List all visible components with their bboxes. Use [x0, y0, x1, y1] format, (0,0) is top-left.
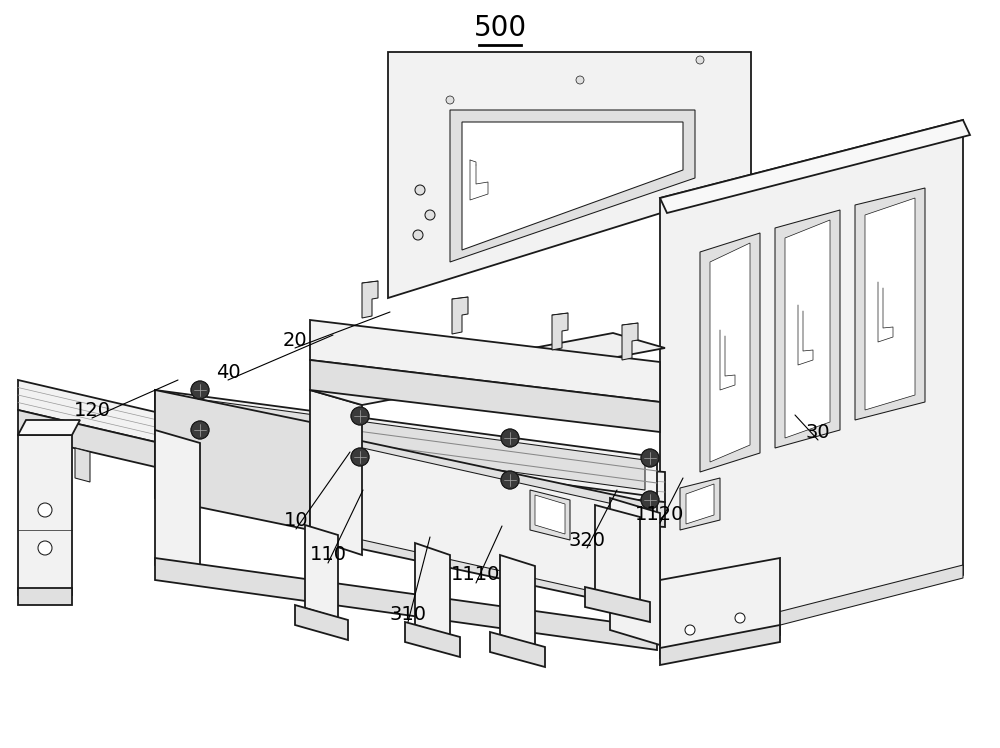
Polygon shape — [295, 605, 348, 640]
Polygon shape — [18, 380, 310, 478]
Polygon shape — [18, 410, 310, 503]
Polygon shape — [500, 555, 535, 646]
Polygon shape — [785, 220, 830, 438]
Polygon shape — [75, 448, 90, 482]
Polygon shape — [318, 438, 649, 604]
Circle shape — [191, 381, 209, 399]
Polygon shape — [610, 498, 660, 645]
Polygon shape — [622, 323, 638, 360]
Polygon shape — [415, 543, 450, 636]
Polygon shape — [310, 430, 657, 612]
Circle shape — [191, 421, 209, 439]
Polygon shape — [680, 478, 720, 530]
Polygon shape — [660, 558, 780, 658]
Polygon shape — [305, 525, 338, 618]
Circle shape — [446, 96, 454, 104]
Polygon shape — [660, 565, 963, 656]
Polygon shape — [595, 505, 640, 602]
Polygon shape — [168, 395, 645, 490]
Polygon shape — [660, 120, 970, 213]
Text: 1120: 1120 — [635, 506, 685, 524]
Circle shape — [641, 449, 659, 467]
Polygon shape — [775, 210, 840, 448]
Polygon shape — [310, 333, 665, 405]
Polygon shape — [660, 625, 780, 665]
Circle shape — [735, 613, 745, 623]
Circle shape — [351, 407, 369, 425]
Polygon shape — [450, 110, 695, 262]
Circle shape — [425, 210, 435, 220]
Polygon shape — [530, 490, 570, 540]
Text: 120: 120 — [74, 400, 110, 420]
Circle shape — [501, 429, 519, 447]
Polygon shape — [585, 587, 650, 622]
Polygon shape — [710, 243, 750, 462]
Polygon shape — [700, 233, 760, 472]
Text: 320: 320 — [568, 530, 606, 550]
Polygon shape — [362, 281, 378, 318]
Polygon shape — [405, 622, 460, 657]
Polygon shape — [686, 484, 714, 524]
Polygon shape — [155, 390, 657, 497]
Polygon shape — [490, 632, 545, 667]
Polygon shape — [155, 430, 200, 578]
Text: 110: 110 — [310, 545, 347, 565]
Polygon shape — [462, 122, 683, 250]
Circle shape — [685, 625, 695, 635]
Text: 500: 500 — [473, 14, 527, 42]
Circle shape — [351, 448, 369, 466]
Text: 10: 10 — [284, 512, 308, 530]
Polygon shape — [155, 390, 310, 530]
Polygon shape — [310, 320, 660, 402]
Polygon shape — [310, 360, 660, 432]
Polygon shape — [855, 188, 925, 420]
Circle shape — [415, 185, 425, 195]
Circle shape — [641, 491, 659, 509]
Polygon shape — [452, 297, 468, 334]
Polygon shape — [310, 478, 665, 527]
Polygon shape — [155, 558, 657, 650]
Text: 20: 20 — [283, 331, 307, 349]
Circle shape — [38, 503, 52, 517]
Circle shape — [413, 230, 423, 240]
Circle shape — [501, 471, 519, 489]
Polygon shape — [388, 52, 751, 298]
Polygon shape — [865, 198, 915, 410]
Circle shape — [576, 76, 584, 84]
Text: 30: 30 — [806, 423, 830, 441]
Text: 1110: 1110 — [451, 565, 501, 584]
Polygon shape — [18, 435, 72, 595]
Circle shape — [696, 56, 704, 64]
Polygon shape — [18, 420, 80, 435]
Polygon shape — [535, 495, 565, 534]
Circle shape — [38, 541, 52, 555]
Text: 40: 40 — [216, 363, 240, 381]
Polygon shape — [660, 120, 963, 652]
Polygon shape — [310, 390, 362, 555]
Polygon shape — [552, 313, 568, 350]
Text: 310: 310 — [390, 604, 426, 624]
Polygon shape — [310, 448, 665, 502]
Polygon shape — [18, 588, 72, 605]
